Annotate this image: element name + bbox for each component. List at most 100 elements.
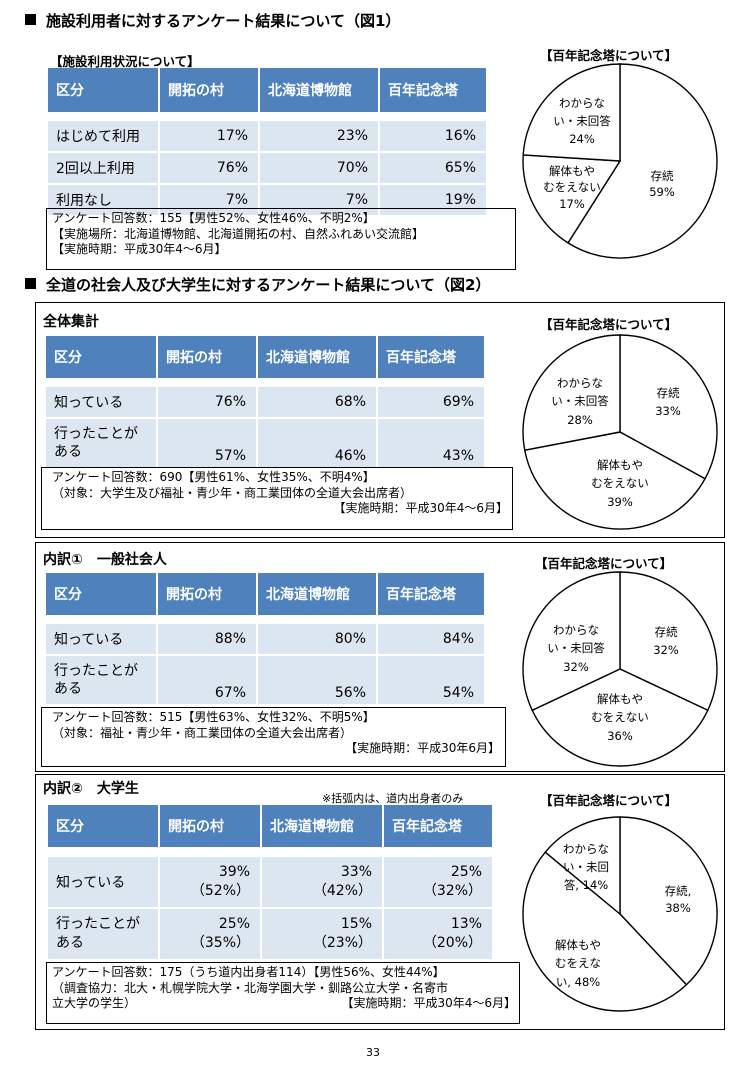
cell: 70% — [260, 153, 378, 183]
pie-label-wakaranai: わからない・未回答 24% — [553, 96, 611, 146]
cell: 56% — [258, 656, 376, 704]
cell: 76% — [160, 153, 258, 183]
square-bullet-icon — [25, 278, 36, 289]
university-table: 区分 開拓の村 北海道博物館 百年記念塔 知っている 39% （52%） 33%… — [46, 803, 494, 961]
header-cell: 区分 — [46, 573, 156, 615]
note-line: （調査協力：北大・札幌学院大学・北海学園大学・釧路公立大学・名寄市 — [52, 980, 449, 995]
row-label: 行ったことが ある — [46, 656, 156, 704]
header-cell: 北海道博物館 — [260, 68, 378, 112]
table-row: 知っている 39% （52%） 33% （42%） 25% （32%） — [48, 857, 492, 907]
cell: 65% — [380, 153, 486, 183]
table-header-row: 区分 開拓の村 北海道博物館 百年記念塔 — [48, 805, 492, 847]
slice-kaitai — [531, 668, 709, 767]
pie-label-sonzoku: 存続 32% — [653, 625, 679, 657]
pie-chart-2: 存続 33% 解体もやむをえない 39% わからない・未回答 28% — [522, 334, 718, 530]
cell: 76% — [158, 387, 256, 417]
pie-label-sonzoku: 存続, 38% — [665, 884, 692, 915]
slice-wakaranai — [522, 571, 621, 712]
pie-label-kaitai: 解体もやむをえない 39% — [591, 458, 649, 509]
pie-title: 【百年記念塔について】 — [540, 793, 678, 808]
cell: 13% （20%） — [384, 909, 492, 959]
cell: 57% — [158, 419, 256, 467]
cell: 80% — [258, 624, 376, 654]
survey-notes-box — [41, 707, 506, 767]
cell: 67% — [158, 656, 256, 704]
header-cell: 開拓の村 — [160, 68, 258, 112]
pie-chart-4: 存続, 38% 解体もやむをえない, 48% わからない・未回答, 14% — [522, 816, 718, 1012]
row-label: 行ったことが ある — [46, 419, 156, 467]
header-cell: 区分 — [46, 336, 156, 378]
survey-notes: アンケート回答数：155【男性52%、女性46%、不明2%】 【実施場所：北海道… — [52, 211, 424, 258]
cell: 19% — [380, 185, 486, 215]
university-block — [35, 774, 725, 1030]
cell: 25% （32%） — [384, 857, 492, 907]
cell: 16% — [380, 121, 486, 151]
note-line: アンケート回答数：690【男性61%、女性35%、不明4%】 — [52, 470, 375, 484]
pie-label-sonzoku: 存続 59% — [649, 169, 675, 199]
slice-sonzoku — [619, 571, 718, 712]
survey-notes-box — [46, 962, 520, 1024]
slice-sonzoku — [619, 816, 718, 986]
pie-label-wakaranai: わからない・未回答 32% — [547, 623, 605, 674]
section2-heading: 全道の社会人及び大学生に対するアンケート結果について（図2） — [25, 274, 490, 295]
table-header-row: 区分 開拓の村 北海道博物館 百年記念塔 — [48, 68, 486, 112]
cell: 7% — [160, 185, 258, 215]
note-line: 【実施時期：平成30年4～6月】 — [333, 501, 508, 515]
note-line: アンケート回答数：175（うち道内出身者114）【男性56%、女性44%】 — [52, 965, 445, 979]
row-label: 2回以上利用 — [48, 153, 158, 183]
cell: 68% — [258, 387, 376, 417]
table-row: 知っている 88% 80% 84% — [46, 624, 484, 654]
note-line: 立大学の学生） — [52, 996, 137, 1010]
pie-label-wakaranai: わからない・未回答, 14% — [563, 842, 609, 892]
pie-label-wakaranai: わからない・未回答 28% — [551, 376, 609, 427]
header-cell: 開拓の村 — [158, 336, 256, 378]
row-label: 知っている — [48, 857, 158, 907]
header-cell: 北海道博物館 — [258, 336, 376, 378]
header-cell: 百年記念塔 — [380, 68, 486, 112]
cell: 39% （52%） — [160, 857, 260, 907]
overall-block — [35, 302, 725, 538]
note-line: 【実施時期：平成30年6月】 — [345, 741, 500, 755]
general-public-table: 区分 開拓の村 北海道博物館 百年記念塔 知っている 88% 80% 84% 行… — [44, 571, 486, 706]
table-row: 知っている 76% 68% 69% — [46, 387, 484, 417]
slice-sonzoku — [619, 334, 718, 480]
table-row: 行ったことが ある 57% 46% 43% — [46, 419, 484, 467]
slice-wakaranai — [522, 63, 621, 162]
slice-sonzoku — [567, 63, 718, 259]
pie-label-kaitai: 解体もやむをえない 17% — [543, 164, 601, 211]
cell: 43% — [378, 419, 484, 467]
block-title: 内訳① 一般社会人 — [43, 552, 167, 568]
pie-title: 【百年記念塔について】 — [535, 556, 673, 571]
note-line: （対象：大学生及び福祉・青少年・商工業団体の全道大会出席者） — [52, 485, 413, 500]
row-label: 知っている — [46, 624, 156, 654]
slice-kaitai — [522, 154, 622, 244]
cell: 46% — [258, 419, 376, 467]
survey-notes-box — [46, 208, 516, 270]
header-cell: 百年記念塔 — [384, 805, 492, 847]
page-number: 33 — [366, 1046, 380, 1059]
pie-label-kaitai: 解体もやむをえない 36% — [591, 692, 649, 743]
table-row: はじめて利用 17% 23% 16% — [48, 121, 486, 151]
table-row: 2回以上利用 76% 70% 65% — [48, 153, 486, 183]
header-cell: 北海道博物館 — [262, 805, 382, 847]
overall-table: 区分 開拓の村 北海道博物館 百年記念塔 知っている 76% 68% 69% 行… — [44, 334, 486, 469]
section1-heading: 施設利用者に対するアンケート結果について（図1） — [25, 10, 400, 31]
note-line: 【実施時期：平成30年4～6月】 — [341, 996, 516, 1010]
survey-notes-box — [41, 467, 513, 530]
survey-notes: アンケート回答数：690【男性61%、女性35%、不明4%】 （対象：大学生及び… — [52, 470, 508, 517]
note-line: （対象：福祉・青少年・商工業団体の全道大会出席者） — [52, 725, 353, 740]
table-row: 行ったことが ある 67% 56% 54% — [46, 656, 484, 704]
note-line: アンケート回答数：515【男性63%、女性32%、不明5%】 — [52, 710, 375, 724]
survey-notes: アンケート回答数：515【男性63%、女性32%、不明5%】 （対象：福祉・青少… — [52, 710, 500, 757]
cell: 17% — [160, 121, 258, 151]
header-cell: 開拓の村 — [160, 805, 260, 847]
slice-wakaranai — [522, 334, 621, 451]
pie-label-kaitai: 解体もやむをえない, 48% — [555, 938, 601, 989]
header-cell: 百年記念塔 — [378, 336, 484, 378]
cell: 54% — [378, 656, 484, 704]
slice-wakaranai — [544, 816, 621, 916]
header-cell: 北海道博物館 — [258, 573, 376, 615]
row-label: 利用なし — [48, 185, 158, 215]
parenthesis-note: ※括弧内は、道内出身者のみ — [322, 792, 464, 805]
cell: 33% （42%） — [262, 857, 382, 907]
